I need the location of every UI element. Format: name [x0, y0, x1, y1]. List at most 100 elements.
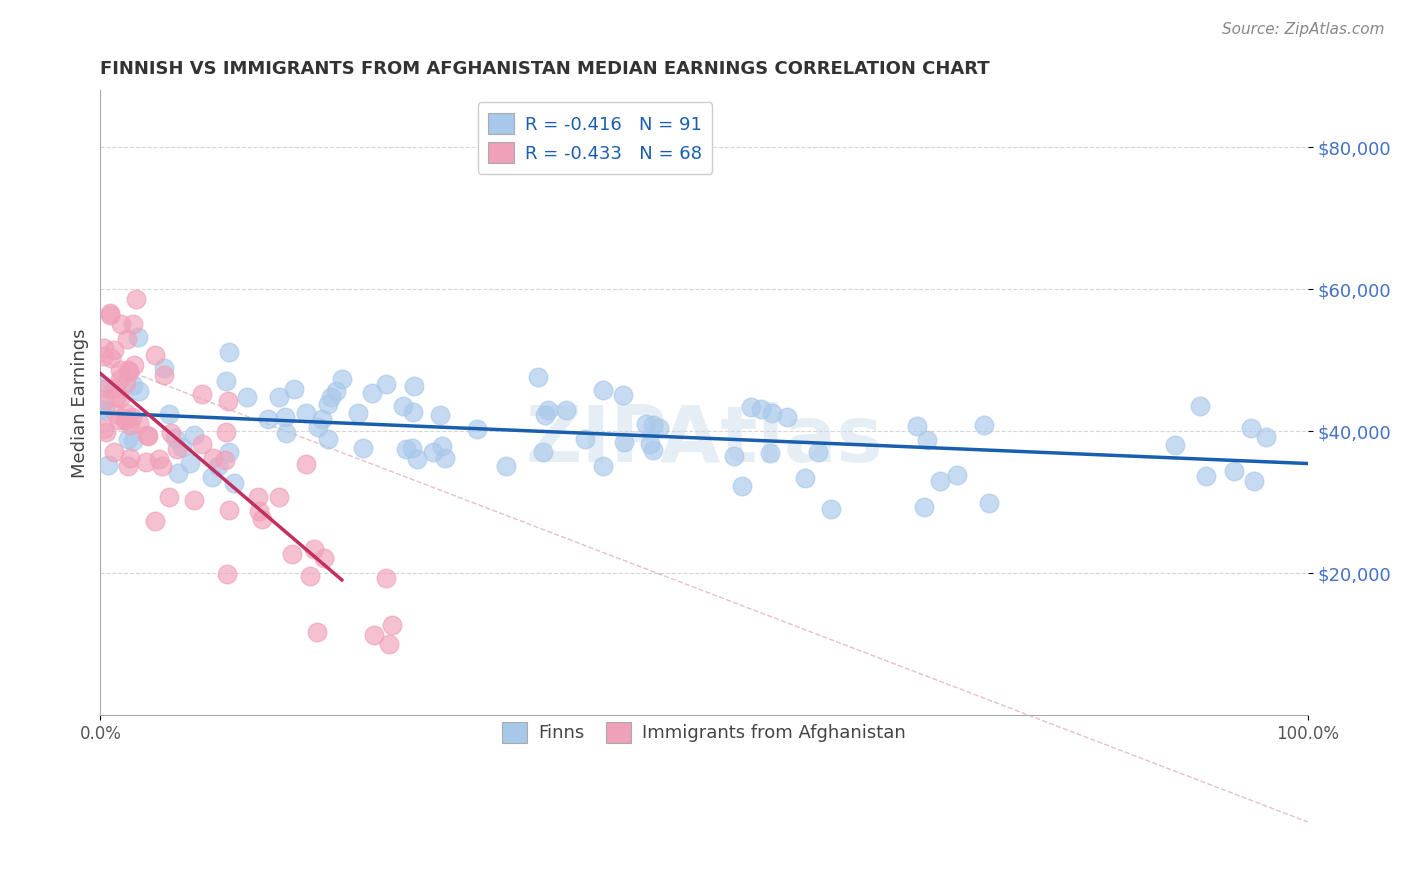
Point [1188, 399, 1211, 413]
Point [391, 399, 413, 413]
Point [283, 383, 305, 397]
Point [537, 402, 560, 417]
Point [125, 292, 148, 306]
Point [157, 490, 180, 504]
Point [531, 445, 554, 459]
Point [740, 401, 762, 415]
Point [215, 567, 238, 582]
Point [179, 456, 201, 470]
Point [592, 458, 614, 473]
Point [776, 409, 799, 424]
Text: Source: ZipAtlas.com: Source: ZipAtlas.com [1222, 22, 1385, 37]
Point [533, 409, 555, 423]
Point [915, 433, 938, 447]
Point [761, 406, 783, 420]
Point [100, 351, 122, 365]
Point [807, 445, 830, 459]
Point [170, 440, 193, 454]
Point [93, 422, 115, 436]
Point [820, 501, 842, 516]
Legend: Finns, Immigrants from Afghanistan: Finns, Immigrants from Afghanistan [495, 714, 912, 750]
Point [157, 408, 180, 422]
Point [295, 406, 318, 420]
Point [122, 378, 145, 392]
Point [321, 390, 343, 404]
Point [1195, 469, 1218, 483]
Point [401, 442, 423, 456]
Point [465, 422, 488, 436]
Point [135, 455, 157, 469]
Point [128, 384, 150, 398]
Point [127, 329, 149, 343]
Point [360, 385, 382, 400]
Point [215, 374, 238, 388]
Point [202, 451, 225, 466]
Point [269, 490, 291, 504]
Point [402, 405, 425, 419]
Point [143, 348, 166, 362]
Point [200, 470, 222, 484]
Point [207, 458, 229, 473]
Point [377, 637, 399, 651]
Point [117, 433, 139, 447]
Point [122, 358, 145, 372]
Point [214, 453, 236, 467]
Point [794, 471, 817, 485]
Point [97, 458, 120, 473]
Point [612, 387, 634, 401]
Point [929, 475, 952, 489]
Point [218, 503, 240, 517]
Point [307, 625, 329, 640]
Point [430, 439, 453, 453]
Text: ZIPAtlas: ZIPAtlas [524, 402, 883, 478]
Point [325, 384, 347, 399]
Point [429, 409, 451, 423]
Point [1223, 464, 1246, 478]
Point [526, 369, 548, 384]
Point [250, 512, 273, 526]
Point [555, 402, 578, 417]
Point [374, 571, 396, 585]
Point [281, 547, 304, 561]
Y-axis label: Median Earnings: Median Earnings [72, 328, 89, 477]
Point [105, 407, 128, 421]
Point [165, 431, 187, 445]
Point [267, 390, 290, 404]
Point [108, 372, 131, 386]
Point [115, 376, 138, 391]
Point [330, 372, 353, 386]
Point [235, 391, 257, 405]
Point [117, 363, 139, 377]
Point [93, 349, 115, 363]
Point [114, 413, 136, 427]
Point [143, 514, 166, 528]
Point [402, 378, 425, 392]
Point [108, 391, 131, 405]
Point [363, 628, 385, 642]
Point [190, 437, 212, 451]
Point [98, 306, 121, 320]
Point [136, 428, 159, 442]
Point [613, 435, 636, 450]
Point [1243, 474, 1265, 488]
Point [299, 569, 322, 583]
Point [107, 413, 129, 427]
Point [643, 442, 665, 457]
Point [150, 458, 173, 473]
Point [166, 442, 188, 456]
Point [222, 476, 245, 491]
Point [218, 344, 240, 359]
Point [118, 417, 141, 432]
Point [316, 397, 339, 411]
Point [751, 401, 773, 416]
Point [977, 496, 1000, 510]
Point [100, 308, 122, 322]
Point [647, 421, 669, 435]
Point [115, 332, 138, 346]
Point [103, 444, 125, 458]
Point [375, 377, 398, 392]
Point [191, 386, 214, 401]
Point [118, 450, 141, 465]
Point [405, 451, 427, 466]
Text: FINNISH VS IMMIGRANTS FROM AFGHANISTAN MEDIAN EARNINGS CORRELATION CHART: FINNISH VS IMMIGRANTS FROM AFGHANISTAN M… [100, 60, 990, 78]
